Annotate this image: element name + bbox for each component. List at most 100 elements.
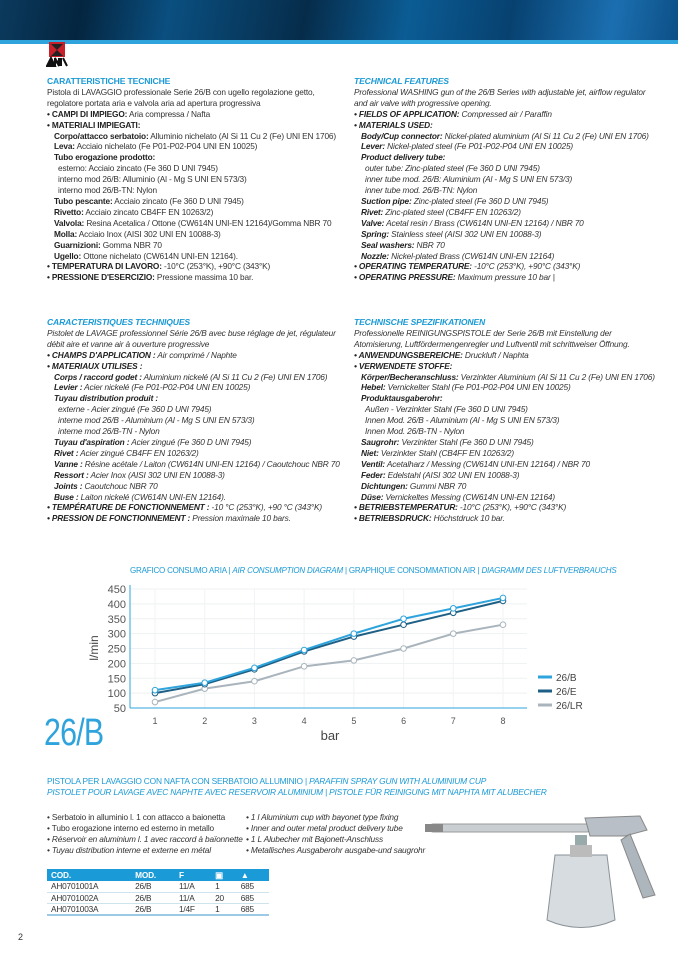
section-title: CARATTERISTICHE TECNICHE	[47, 76, 171, 86]
features-right: • 1 l Aluminium cup with bayonet type fi…	[246, 812, 426, 855]
header-stripe	[0, 40, 678, 44]
spec-value: inner tube mod. 26/B: Aluminium (Al - Mg…	[365, 174, 573, 185]
spec-label: Dichtungen:	[361, 480, 408, 491]
spec-line: Valve: Acetal resin / Brass (CW614N UNI-…	[354, 218, 659, 229]
intro: Pistolet de LAVAGE professionnel Série 2…	[47, 327, 336, 349]
spec-line: Niet: Verzinkter Stahl (CB4FF EN 10263/2…	[354, 448, 659, 459]
data-point	[201, 679, 209, 687]
spec-value: esterno: Acciaio zincato (Fe 360 D UNI 7…	[58, 163, 218, 174]
y-tick-label: 50	[114, 703, 126, 715]
spec-value: Gomma NBR 70	[100, 239, 162, 250]
spec-line: Nozzle: Nickel-plated Brass (CW614N UNI-…	[354, 251, 659, 262]
spec-value: inner tube mod. 26/B-TN: Nylon	[365, 185, 478, 196]
spec-line: Rivet: Zinc-plated steel (CB4FF EN 10263…	[354, 207, 659, 218]
table-cell: 685	[236, 903, 269, 916]
section-title: TECHNICAL FEATURES	[354, 76, 449, 86]
table-cell: 1/4F	[174, 903, 212, 916]
spec-label: • OPERATING TEMPERATURE:	[354, 261, 472, 272]
spec-value: Nickel-plated aluminium (Al Si 11 Cu 2 (…	[442, 130, 649, 141]
spec-line: Leva: Acciaio nichelato (Fe P01-P02-P04 …	[47, 141, 352, 152]
x-tick-label: 4	[302, 716, 307, 726]
spec-line: Guarnizioni: Gomma NBR 70	[47, 240, 352, 251]
spec-line: • CHAMPS D'APPLICATION : Air comprimé / …	[47, 350, 352, 361]
spec-label: • CAMPI DI IMPIEGO:	[47, 108, 128, 119]
spec-value: Aluminium nickelé (Al Si 11 Cu 2 (Fe) UN…	[141, 371, 328, 382]
spec-value: Höchstdruck 10 bar.	[431, 513, 505, 524]
spec-line: outer tube: Zinc-plated steel (Fe 360 D …	[354, 163, 659, 174]
y-tick-label: 250	[108, 644, 126, 656]
spec-value: Acetal resin / Brass (CW614N UNI-EN 1216…	[384, 217, 584, 228]
spec-line: Tuyau d'aspiration : Acier zingué (Fe 36…	[47, 437, 352, 448]
y-tick-label: 450	[108, 584, 126, 596]
spec-line: interne mod 26/B - Aluminium (Al - Mg S …	[47, 415, 352, 426]
spec-label: • CHAMPS D'APPLICATION :	[47, 349, 156, 360]
spec-label: Seal washers:	[361, 239, 415, 250]
series-line-26/LR	[154, 623, 504, 704]
x-tick-label: 5	[351, 716, 356, 726]
brand-logo	[46, 42, 68, 67]
spec-value: Acetalharz / Messing (CW614N UNI-EN 1216…	[385, 458, 590, 469]
spec-value: Caoutchouc NBR 70	[82, 480, 158, 491]
spec-value: Innen Mod. 26/B - Aluminium (Al - Mg S U…	[365, 415, 560, 426]
spec-label: Nozzle:	[361, 250, 389, 261]
y-axis-label: l/min	[87, 635, 101, 660]
spec-value: Gummi NBR 70	[407, 480, 467, 491]
product-table: COD. MOD. F ▣ ▲ AH0701001A 26/B 11/A 1 685 AH0701…	[47, 869, 269, 916]
table-cell: 26/B	[131, 892, 175, 904]
spec-label: Lever:	[361, 141, 386, 152]
table-cell: 26/B	[131, 881, 175, 893]
data-point	[400, 645, 407, 652]
spec-value: Acciaio Inox (AISI 302 UNI EN 10088-3)	[77, 228, 221, 239]
section-en: TECHNICAL FEATURES Professional WASHING g…	[354, 76, 659, 283]
y-tick-label: 350	[108, 614, 126, 626]
spec-line: Düse: Vernickeltes Messing (CW614N UNI-E…	[354, 492, 659, 503]
spec-value: Pression maximale 10 bars.	[190, 513, 291, 524]
spec-label: Valvola:	[54, 217, 85, 228]
spec-value: Druckluft / Naphta	[462, 349, 529, 360]
spec-value: Air comprimé / Naphte	[155, 349, 237, 360]
spec-line: interno mod 26/B-TN: Nylon	[47, 185, 352, 196]
table-cell: 11/A	[174, 892, 212, 904]
x-tick-label: 3	[252, 716, 257, 726]
spec-label: Leva:	[54, 141, 75, 152]
spec-value: Nickel-plated Brass (CW614N UNI-EN 12164…	[389, 250, 555, 261]
spec-label: Körper/Becheranschluss:	[361, 371, 459, 382]
spec-line: Tuyau distribution produit :	[47, 393, 352, 404]
spec-label: Buse :	[54, 491, 79, 502]
spec-value: interne mod 26/B - Aluminium (Al - Mg S …	[58, 415, 255, 426]
spec-line: Vanne : Résine acétale / Laiton (CW614N …	[47, 459, 352, 470]
spec-label: • OPERATING PRESSURE:	[354, 272, 456, 283]
spec-line: interno mod 26/B: Alluminio (Al - Mg S U…	[47, 174, 352, 185]
spec-value: Acciaio zincato CB4FF EN 10263/2)	[83, 206, 214, 217]
table-cell: 20	[211, 892, 237, 904]
intro: Professionelle REINIGUNGSPISTOLE der Ser…	[354, 327, 630, 349]
spec-line: • MATERIALS USED:	[354, 120, 659, 131]
spec-line: Product delivery tube:	[354, 152, 659, 163]
spec-label: Tubo erogazione prodotto:	[54, 152, 156, 163]
data-point	[350, 657, 358, 664]
air-consumption-chart: 50 100 150 200 250 300 350 400 450 1 2 3 4 5 6 7 8 bar l/m…	[87, 584, 583, 743]
spec-line: interne mod 26/B-TN - Nylon	[47, 426, 352, 437]
spec-value: interne mod 26/B-TN - Nylon	[58, 426, 160, 437]
spec-value: Alluminio nichelato (Al Si 11 Cu 2 (Fe) …	[148, 130, 337, 141]
spec-line: • FIELDS OF APPLICATION: Compressed air …	[354, 109, 659, 120]
spec-label: Niet:	[361, 447, 379, 458]
table-cell: AH0701003A	[47, 903, 132, 916]
spec-line: externe - Acier zingué (Fe 360 D UNI 794…	[47, 404, 352, 415]
features-left: • Serbatoio in alluminio l. 1 con attacc…	[47, 812, 243, 855]
spec-line: Tubo erogazione prodotto:	[47, 152, 352, 163]
header-banner	[0, 0, 678, 41]
spec-line: • CAMPI DI IMPIEGO: Aria compressa / Naf…	[47, 109, 352, 120]
spec-label: Tuyau d'aspiration :	[54, 436, 130, 447]
table-cell: 1	[211, 881, 237, 893]
data-point	[300, 646, 308, 654]
legend-label: 26/LR	[556, 701, 583, 712]
spec-label: Corpo/attacco serbatoio:	[54, 130, 149, 141]
spec-label: Ventil:	[361, 458, 385, 469]
spec-value: Zinc-plated steel (Fe 360 D UNI 7945)	[411, 195, 549, 206]
spec-line: • MATERIAUX UTILISES :	[47, 361, 352, 372]
spec-line: Rivet : Acier zingué CB4FF EN 10263/2)	[47, 448, 352, 459]
spec-value: Compressed air / Paraffin	[459, 108, 552, 119]
spec-label: • PRESSION DE FONCTIONNEMENT :	[47, 513, 191, 524]
table-cell: 1	[211, 903, 237, 916]
